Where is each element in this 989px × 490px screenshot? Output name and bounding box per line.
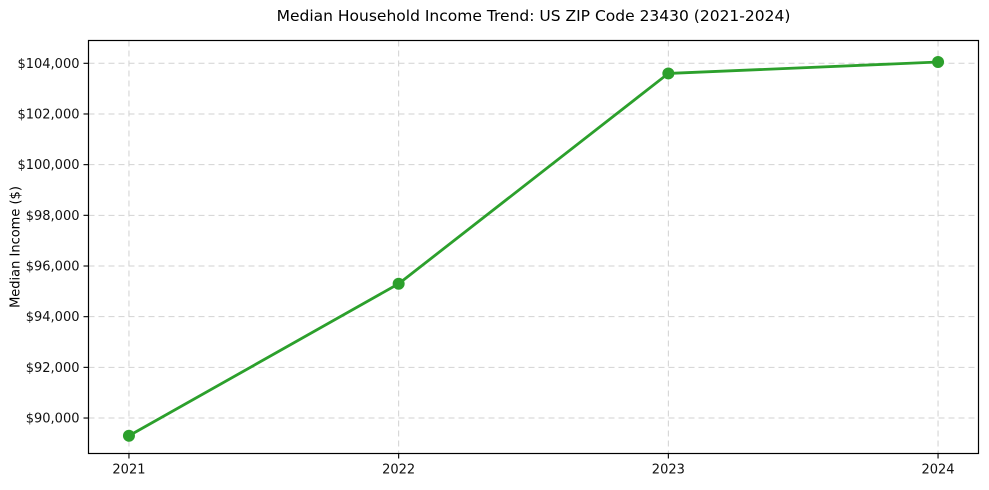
- data-point-marker: [122, 429, 135, 442]
- axes-frame: [87, 39, 980, 455]
- y-tick-label: $92,000: [26, 361, 80, 376]
- y-tick-label: $104,000: [17, 57, 79, 72]
- data-point-marker: [392, 277, 405, 290]
- y-tick-label: $94,000: [26, 310, 80, 325]
- data-point-marker: [662, 67, 675, 80]
- y-tick-label: $102,000: [17, 107, 79, 122]
- tick-layer: $90,000 $92,000 $94,000 $96,000 $98,000 $100,…: [17, 57, 954, 478]
- grid-layer: [88, 40, 979, 454]
- y-tick-label: $98,000: [26, 209, 80, 224]
- income-trend-line: [127, 60, 940, 438]
- y-tick-label: $90,000: [26, 412, 80, 427]
- x-tick-label: 2024: [921, 463, 954, 478]
- data-point-marker: [932, 56, 945, 69]
- x-tick-label: 2022: [382, 463, 415, 478]
- chart-title: Median Household Income Trend: US ZIP Co…: [276, 7, 791, 25]
- x-tick-label: 2021: [112, 463, 145, 478]
- y-tick-label: $96,000: [26, 260, 80, 275]
- x-tick-label: 2023: [652, 463, 685, 478]
- y-tick-label: $100,000: [17, 158, 79, 173]
